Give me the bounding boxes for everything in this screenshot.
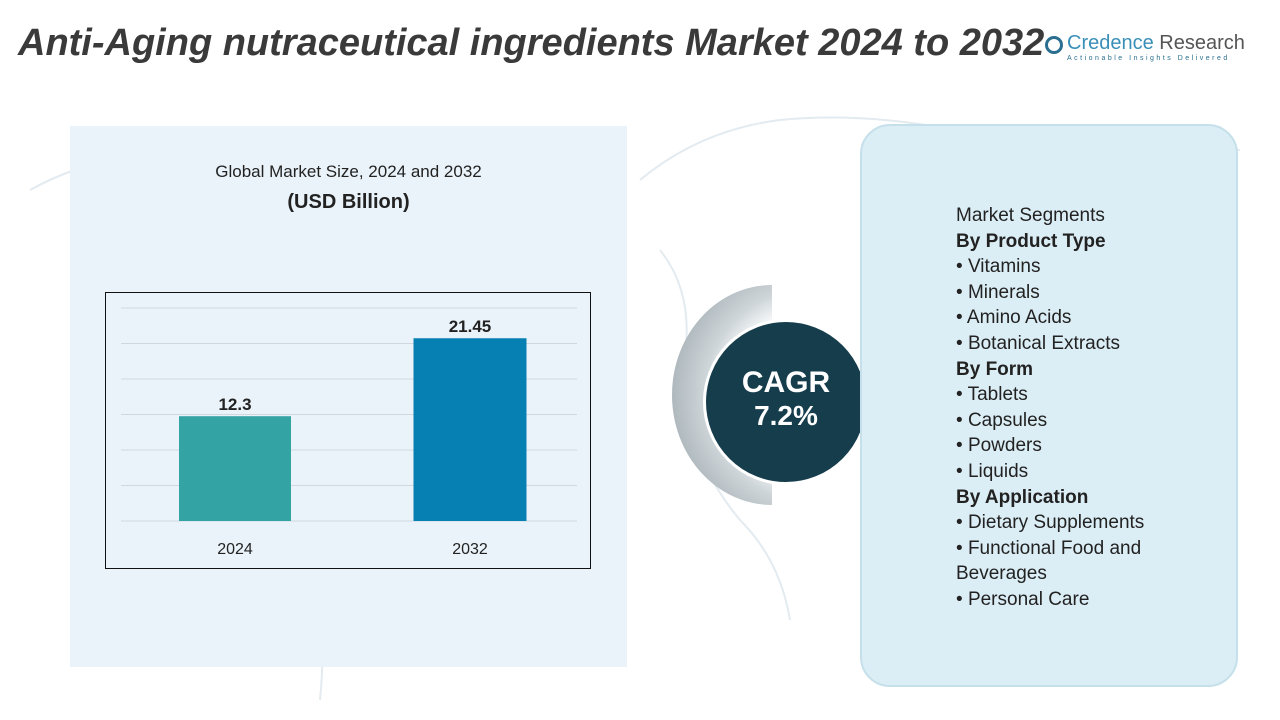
credence-research-logo: Credence Research Actionable Insights De…: [1045, 32, 1245, 62]
segment-item: • Functional Food and Beverages: [956, 536, 1216, 587]
segment-item-label: Dietary Supplements: [967, 512, 1145, 534]
segment-group-title: By Form: [956, 358, 1034, 380]
logo-tagline: Actionable Insights Delivered: [1067, 55, 1230, 62]
segment-group-title: By Product Type: [956, 230, 1106, 252]
segment-item: • Liquids: [956, 459, 1216, 485]
segment-item: • Minerals: [956, 280, 1216, 306]
bullet-icon: •: [956, 435, 968, 457]
page-title: Anti-Aging nutraceutical ingredients Mar…: [18, 22, 1045, 64]
x-tick-label: 2024: [217, 541, 253, 558]
segment-item-label: Personal Care: [967, 588, 1090, 610]
bullet-icon: •: [956, 460, 968, 482]
segment-item-label: Capsules: [967, 409, 1048, 431]
bullet-icon: •: [956, 512, 968, 534]
segments-list: Market Segments By Product Type • Vitamin…: [956, 203, 1216, 613]
segment-item-label: Botanical Extracts: [967, 332, 1121, 354]
logo-mark-icon: [1045, 36, 1063, 54]
segment-item-label: Powders: [967, 435, 1042, 457]
bar-chart-svg: 12.3 2024 21.45 2032: [121, 307, 577, 558]
bar-chart: 12.3 2024 21.45 2032: [105, 292, 591, 569]
bar-2032: [413, 338, 527, 521]
segment-item: • Personal Care: [956, 587, 1216, 613]
logo-brand-a: Credence: [1067, 32, 1154, 54]
segment-item-label: Minerals: [967, 281, 1040, 303]
segment-item-label: Tablets: [967, 384, 1028, 406]
data-label: 12.3: [218, 395, 251, 414]
bullet-icon: •: [956, 281, 968, 303]
chart-title: Global Market Size, 2024 and 2032: [215, 162, 482, 181]
segment-item-label: Functional Food and Beverages: [956, 537, 1142, 585]
segment-item: • Vitamins: [956, 254, 1216, 280]
logo-brand-b: Research: [1159, 32, 1245, 54]
segment-item: • Powders: [956, 433, 1216, 459]
chart-unit-label: (USD Billion): [287, 191, 410, 213]
segment-item: • Botanical Extracts: [956, 331, 1216, 357]
segments-panel: [860, 124, 1238, 687]
segment-item: • Amino Acids: [956, 305, 1216, 331]
bullet-icon: •: [956, 307, 967, 329]
bullet-icon: •: [956, 537, 968, 559]
cagr-label: CAGR: [741, 366, 831, 399]
segments-heading: Market Segments: [956, 205, 1105, 226]
cagr-value: 7.2%: [754, 400, 818, 431]
segment-item: • Capsules: [956, 408, 1216, 434]
segment-group-title: By Application: [956, 486, 1089, 508]
bullet-icon: •: [956, 384, 968, 406]
segment-item-label: Amino Acids: [966, 307, 1072, 329]
segment-item: • Tablets: [956, 382, 1216, 408]
cagr-badge: CAGR 7.2%: [703, 319, 869, 485]
segment-item: • Dietary Supplements: [956, 510, 1216, 536]
bar-2024: [179, 416, 291, 521]
bullet-icon: •: [956, 588, 968, 610]
segment-item-label: Vitamins: [967, 256, 1041, 278]
x-tick-label: 2032: [452, 541, 488, 558]
bullet-icon: •: [956, 409, 968, 431]
segment-item-label: Liquids: [967, 460, 1029, 482]
data-label: 21.45: [449, 317, 492, 336]
chart-panel: [70, 126, 627, 667]
bullet-icon: •: [956, 332, 968, 354]
bullet-icon: •: [956, 256, 968, 278]
